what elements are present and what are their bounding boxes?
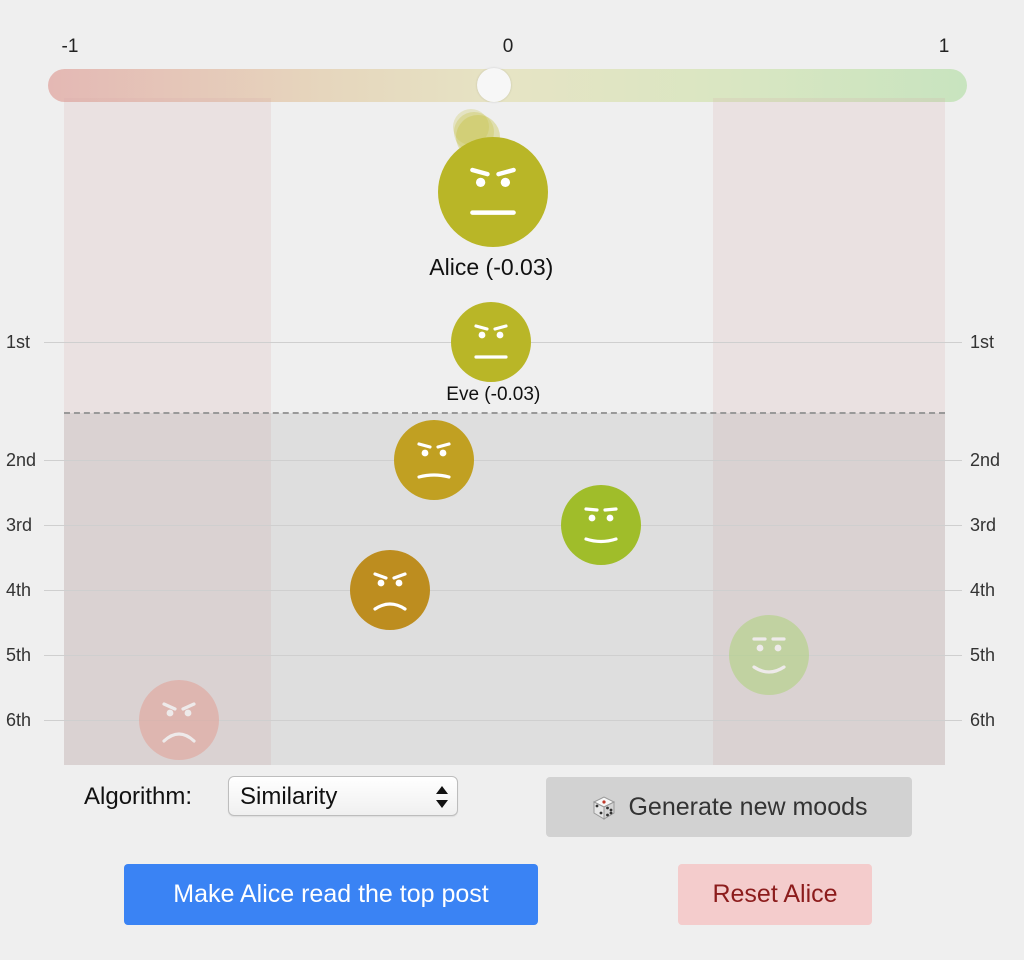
rank-label-right: 3rd [970,515,997,535]
reader-label: Alice (-0.03) [429,254,554,280]
face-frown-icon [349,550,430,630]
rank-gridline [44,655,962,656]
post-author-label: Eve (-0.03) [446,384,541,405]
scale-mid-label: 0 [502,36,514,57]
face-neutral-icon [451,302,532,382]
reader-face-icon [438,137,549,247]
rank-label-left: 2nd [6,450,37,470]
rank-gridline [44,590,962,591]
select-arrows-icon [436,786,448,808]
post-avatar[interactable] [394,420,475,505]
face-slight-frown-icon [394,420,475,500]
negative-zone [64,98,271,765]
mood-slider-thumb[interactable] [476,68,511,102]
rank-label-right: 1st [970,332,995,352]
algorithm-select[interactable]: Similarity [228,776,458,816]
dice-icon [593,796,616,820]
algorithm-select-value: Similarity [240,783,338,810]
rank-label-right: 4th [970,580,996,600]
face-angry-icon [138,680,219,760]
rank-label-right: 6th [970,710,996,730]
reader-avatar[interactable] [438,137,549,252]
feed-plot: 1st 1st 2nd 2nd 3rd 3rd 4th 4th 5th 5th 6th 6th Ali… [6,98,1001,765]
post-avatar[interactable] [349,550,430,635]
generate-moods-label: Generate new moods [628,792,868,821]
algorithm-label: Algorithm: [84,783,193,810]
rank-label-left: 5th [6,645,32,665]
rank-gridline [44,720,962,721]
rank-gridline [44,460,962,461]
post-avatar[interactable] [728,615,809,700]
rank-label-left: 3rd [6,515,33,535]
generate-moods-button[interactable]: Generate new moods [546,777,912,837]
rank-label-left: 1st [6,332,31,352]
read-top-post-label: Make Alice read the top post [173,880,489,908]
rank-label-right: 2nd [970,450,1001,470]
top-post-divider [64,412,945,414]
face-smile-icon [728,615,809,695]
rank-label-left: 6th [6,710,32,730]
post-avatar[interactable] [138,680,219,765]
scale-min-label: -1 [61,36,79,57]
post-avatar[interactable] [561,485,642,570]
reset-alice-button[interactable]: Reset Alice [678,864,872,925]
face-slight-smile-icon [561,485,642,565]
reset-alice-label: Reset Alice [712,880,838,908]
rank-gridline [44,525,962,526]
read-top-post-button[interactable]: Make Alice read the top post [124,864,538,925]
scale-max-label: 1 [938,36,950,57]
rank-label-right: 5th [970,645,996,665]
post-avatar[interactable] [451,302,532,387]
rank-label-left: 4th [6,580,32,600]
